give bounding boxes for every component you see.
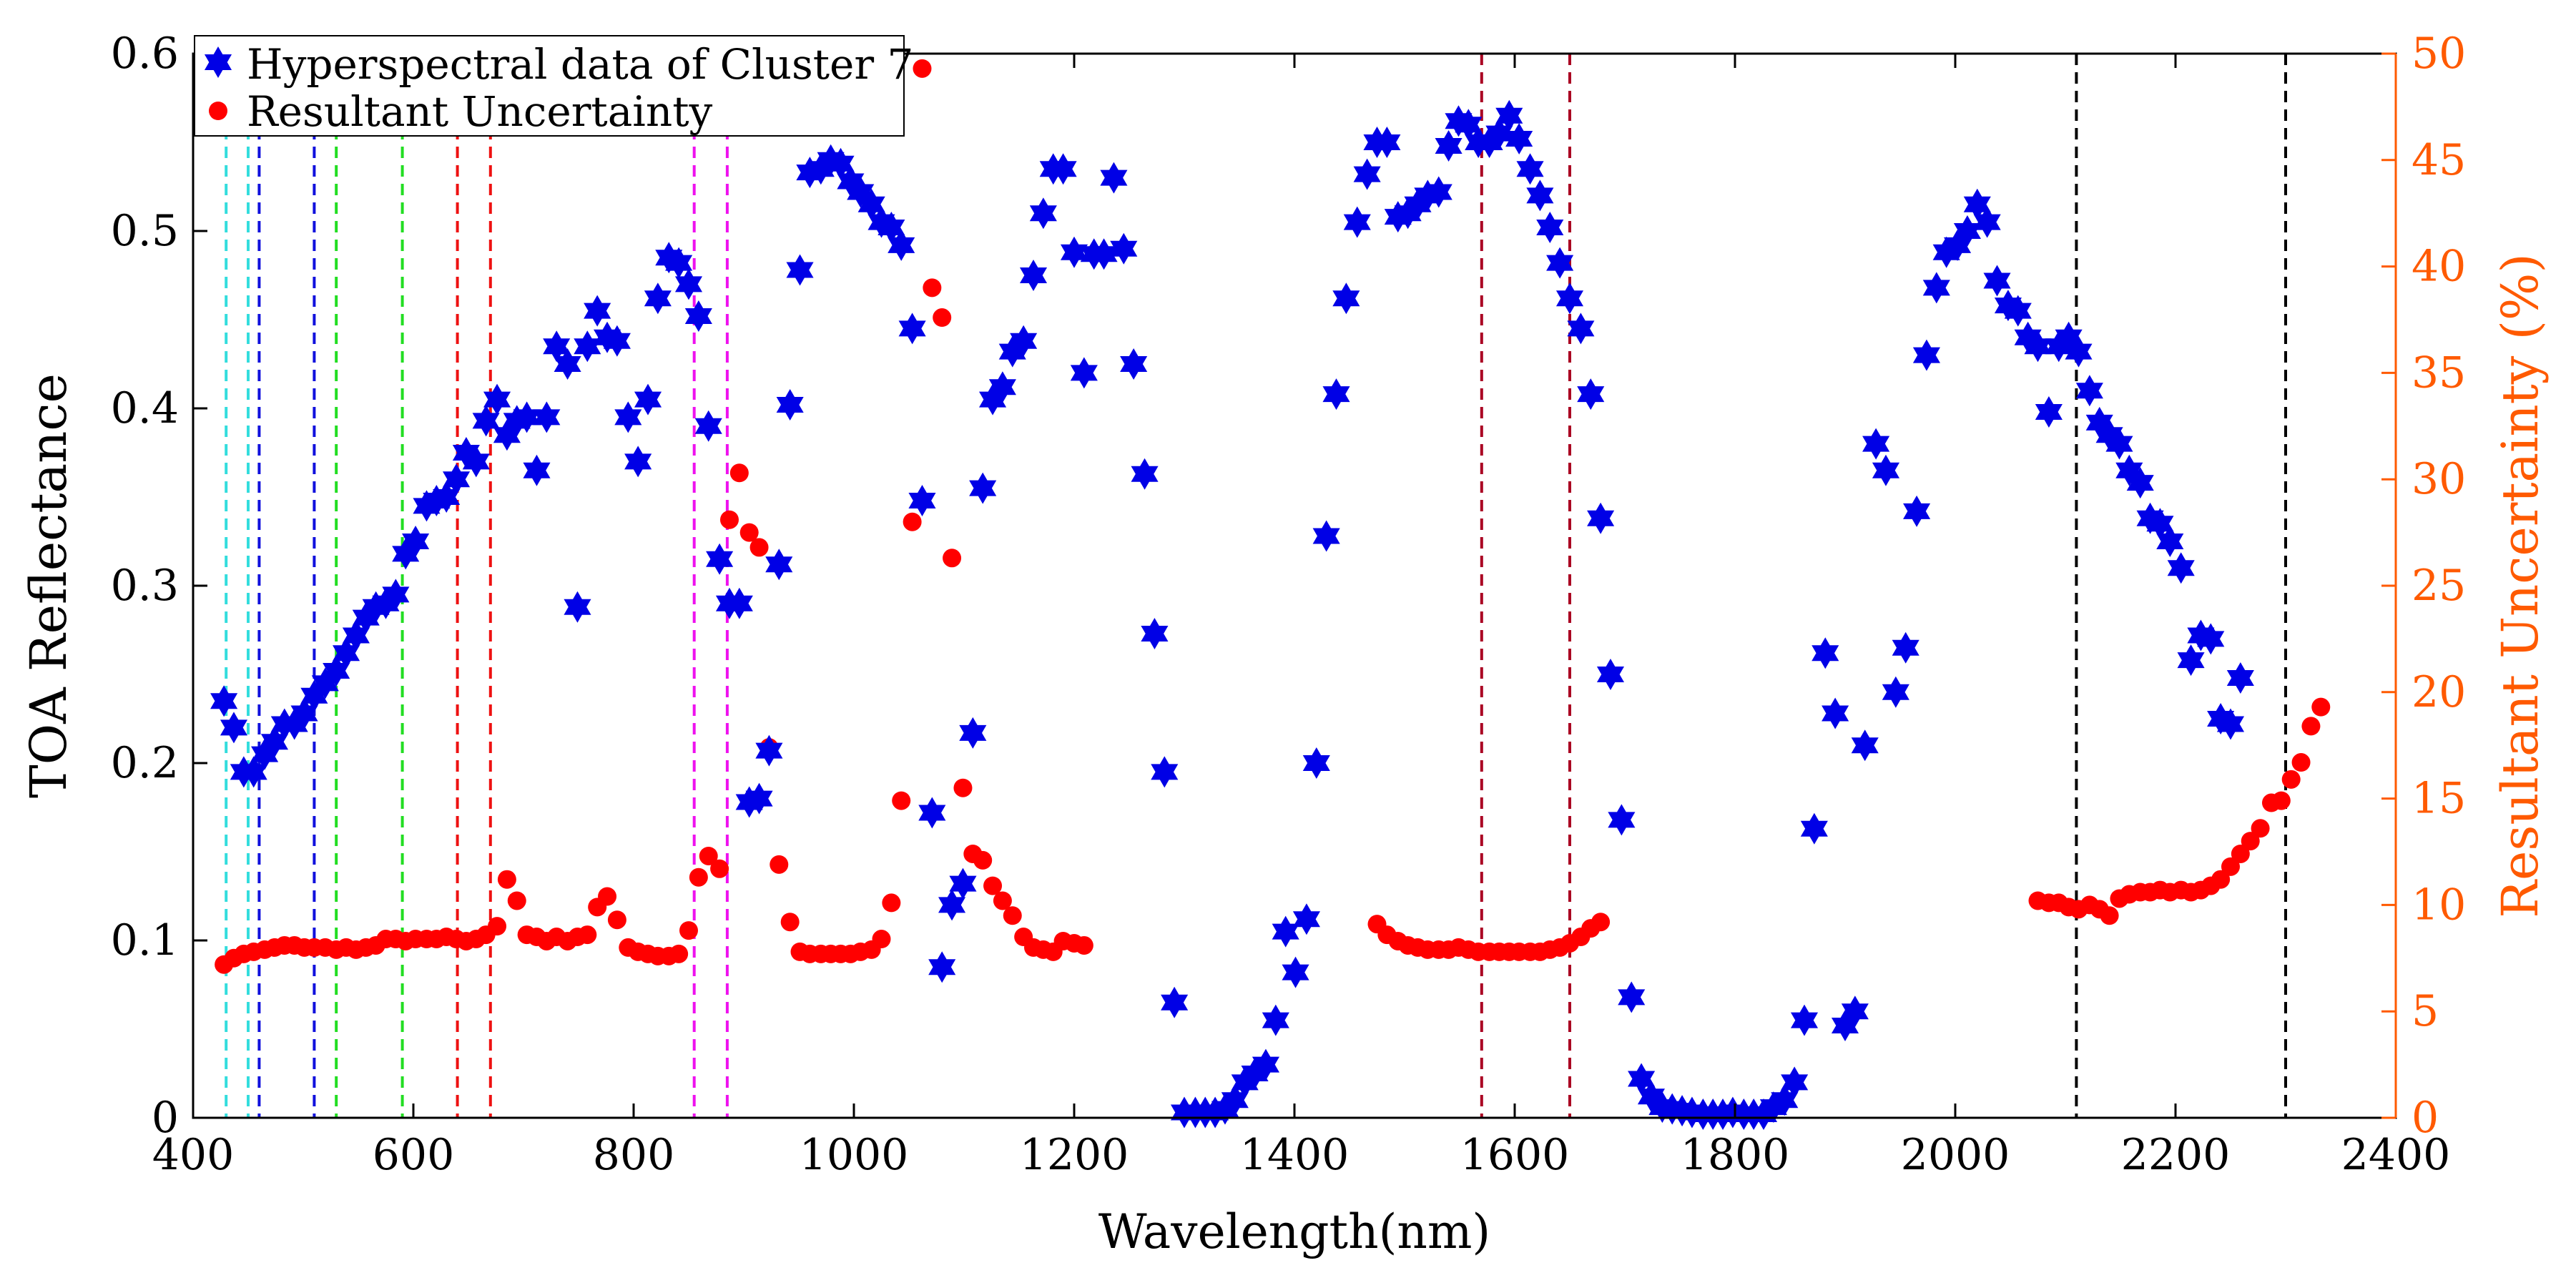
uncertainty-point [669, 944, 689, 963]
y-axis-left: 0 0.1 0.2 0.3 0.4 0.5 0.6 [111, 29, 207, 1143]
uncertainty-point [882, 893, 901, 913]
y-right-tick-label: 0 [2412, 1093, 2439, 1143]
uncertainty-point [923, 278, 942, 298]
legend-box [194, 35, 905, 137]
uncertainty-point [892, 791, 911, 810]
uncertainty-point [913, 59, 932, 78]
uncertainty-point [903, 512, 922, 531]
y-axis-left-label: TOA Reflectance [19, 373, 78, 798]
y-right-tick-label: 25 [2412, 561, 2466, 611]
uncertainty-point [2281, 770, 2301, 789]
x-tick-label: 1400 [1240, 1130, 1350, 1180]
uncertainty-point [2311, 697, 2331, 717]
uncertainty-point [993, 891, 1012, 910]
uncertainty-point [1003, 906, 1022, 925]
y-left-tick-label: 0.1 [111, 915, 179, 965]
x-tick-label: 1600 [1460, 1130, 1570, 1180]
y-left-tick-label: 0.6 [111, 29, 179, 79]
uncertainty-point [2241, 832, 2260, 851]
uncertainty-point [2251, 819, 2270, 838]
y-left-tick-label: 0.3 [111, 561, 179, 611]
uncertainty-point [607, 910, 626, 930]
x-tick-label: 600 [373, 1130, 455, 1180]
y-right-tick-label: 30 [2412, 454, 2466, 504]
uncertainty-point [983, 876, 1003, 895]
uncertainty-point [780, 913, 800, 932]
x-tick-label: 1800 [1681, 1130, 1790, 1180]
x-tick-label: 800 [593, 1130, 675, 1180]
uncertainty-point [2291, 753, 2311, 772]
x-tick-label: 1200 [1020, 1130, 1129, 1180]
uncertainty-point [739, 523, 759, 542]
uncertainty-point [943, 549, 962, 568]
uncertainty-point [770, 855, 789, 874]
uncertainty-point [488, 917, 507, 936]
uncertainty-point [2221, 857, 2240, 876]
y-left-tick-label: 0.2 [111, 738, 179, 788]
uncertainty-point [2231, 844, 2250, 863]
uncertainty-point [872, 930, 891, 949]
uncertainty-point [973, 850, 993, 870]
uncertainty-point [2301, 717, 2321, 736]
uncertainty-point [933, 308, 952, 328]
uncertainty-point [507, 891, 526, 910]
y-right-tick-label: 45 [2412, 135, 2466, 185]
x-tick-label: 2400 [2341, 1130, 2451, 1180]
uncertainty-point [1591, 913, 1611, 932]
uncertainty-point [719, 510, 739, 529]
y-left-tick-label: 0 [152, 1093, 179, 1143]
uncertainty-point [749, 538, 769, 557]
y-right-tick-label: 35 [2412, 348, 2466, 398]
y-axis-right: 0 5 10 15 20 25 30 35 40 45 50 [2381, 29, 2466, 1143]
legend-circle-marker [209, 102, 227, 120]
uncertainty-point [2100, 906, 2119, 925]
y-right-tick-label: 20 [2412, 667, 2466, 717]
uncertainty-point [710, 859, 729, 878]
x-tick-label: 400 [152, 1130, 235, 1180]
uncertainty-series [215, 59, 2331, 974]
legend-label-reflectance: Hyperspectral data of Cluster 7 [247, 40, 913, 89]
legend-label-uncertainty: Resultant Uncertainty [247, 87, 713, 136]
uncertainty-point [699, 846, 718, 865]
y-right-tick-label: 10 [2412, 880, 2466, 930]
x-axis: 400 600 800 1000 1200 1400 1600 1800 2000 2200 240… [152, 54, 2451, 1180]
x-tick-label: 1000 [800, 1130, 909, 1180]
y-right-tick-label: 40 [2412, 242, 2466, 292]
uncertainty-point [953, 778, 973, 797]
uncertainty-point [598, 887, 617, 906]
x-tick-label: 2000 [1901, 1130, 2010, 1180]
y-axis-right-label: Resultant Uncertainty (%) [2491, 253, 2550, 918]
uncertainty-point [2211, 870, 2231, 889]
x-axis-label: Wavelength(nm) [1098, 1204, 1490, 1259]
uncertainty-point [578, 925, 597, 945]
y-right-tick-label: 5 [2412, 986, 2439, 1036]
uncertainty-point [689, 867, 708, 887]
y-right-tick-label: 50 [2412, 29, 2466, 79]
uncertainty-point [679, 921, 698, 940]
x-tick-label: 2200 [2121, 1130, 2231, 1180]
y-left-tick-label: 0.5 [111, 206, 179, 256]
band-lines [225, 54, 2287, 1118]
uncertainty-point [497, 870, 516, 889]
uncertainty-point [1074, 935, 1093, 955]
y-left-tick-label: 0.4 [111, 383, 179, 433]
uncertainty-point [2271, 791, 2291, 810]
uncertainty-point [729, 463, 749, 483]
legend: Hyperspectral data of Cluster 7 Resultan… [194, 35, 913, 137]
y-right-tick-label: 15 [2412, 774, 2466, 824]
